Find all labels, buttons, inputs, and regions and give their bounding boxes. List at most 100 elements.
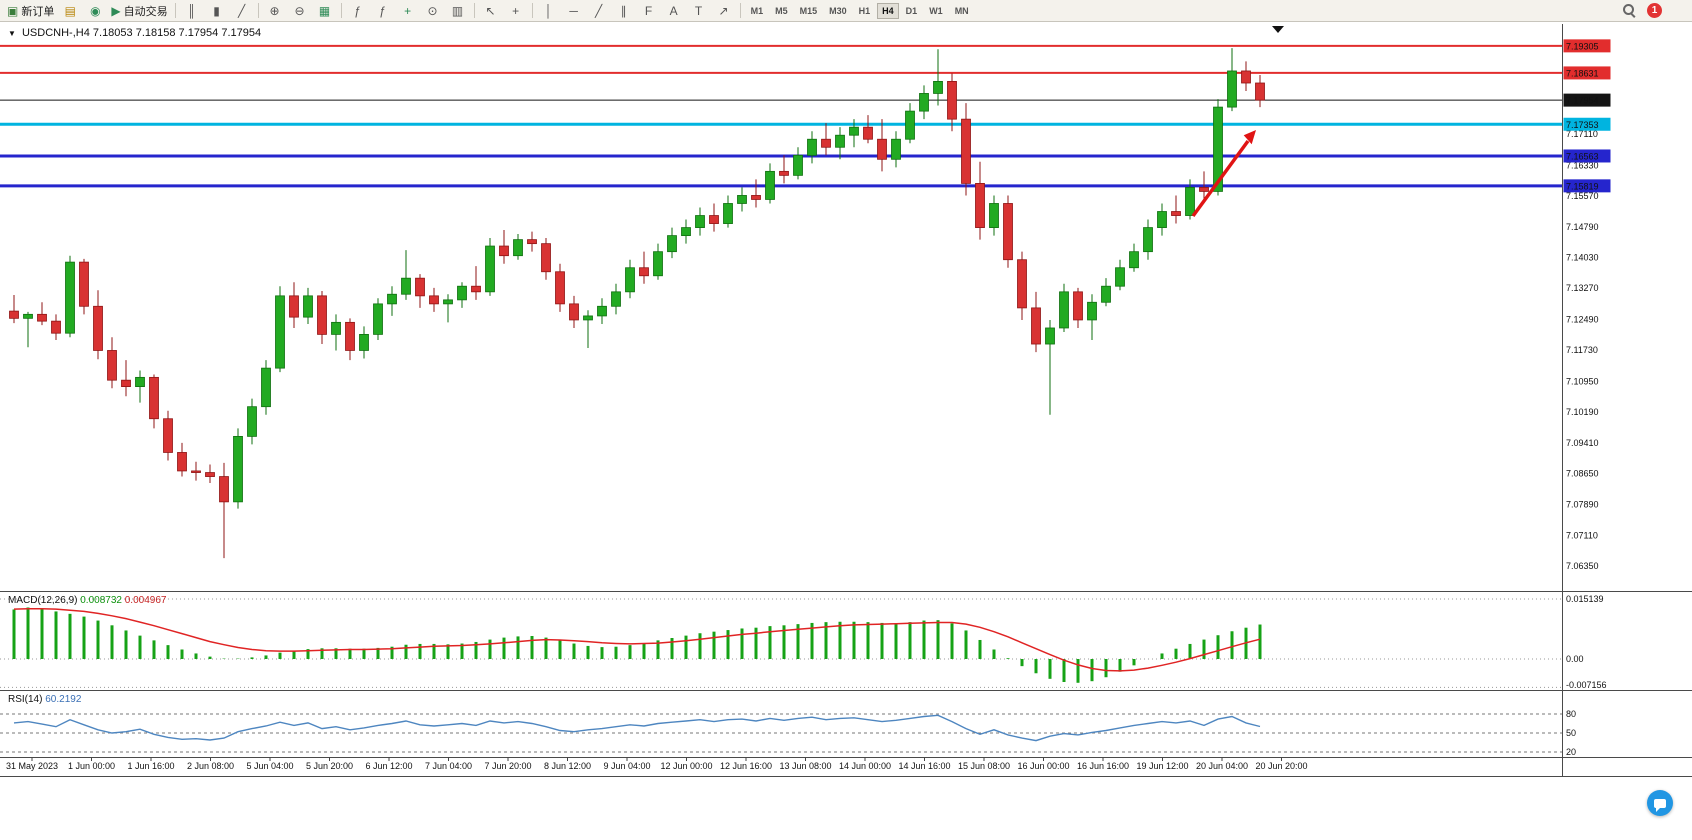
price-scale-label: 7.14030: [1566, 253, 1599, 263]
trend-arrow-annotation[interactable]: [1191, 130, 1256, 218]
add-object-icon: +: [404, 3, 412, 18]
price-tag-label: 7.17954: [1566, 96, 1599, 106]
add-object-button[interactable]: +: [396, 2, 420, 20]
price-scale-label: 7.12490: [1566, 315, 1599, 325]
channel-button[interactable]: ∥: [612, 2, 636, 20]
candle-body: [191, 470, 201, 473]
time-label: 7 Jun 20:00: [484, 761, 531, 771]
candle-body: [807, 138, 817, 156]
zoom-out-button[interactable]: ⊖: [288, 2, 312, 20]
macd-main-value: 0.008732: [80, 595, 122, 606]
rsi-scale-label: 80: [1566, 709, 1576, 719]
horizontal-line-button[interactable]: ─: [562, 2, 586, 20]
candlestick-chart-button[interactable]: ▮: [205, 2, 229, 20]
candle-body: [681, 227, 691, 237]
price-tag-label: 7.17353: [1566, 120, 1599, 130]
timeframe-d1[interactable]: D1: [905, 5, 918, 16]
data-window-button[interactable]: ◉: [83, 2, 107, 20]
bar-chart-button[interactable]: ║: [180, 2, 204, 20]
timeframe-m5[interactable]: M5: [775, 5, 788, 16]
crosshair-icon: +: [512, 3, 520, 18]
line-chart-icon: ╱: [237, 3, 246, 18]
timeframe-mn[interactable]: MN: [954, 5, 969, 16]
candle-body: [667, 235, 677, 253]
time-label: 13 Jun 08:00: [779, 761, 831, 771]
periods-icon: ⊙: [427, 3, 438, 18]
candle-body: [821, 138, 831, 148]
market-watch-button[interactable]: ▤: [58, 2, 82, 20]
zoom-in-button[interactable]: ⊕: [263, 2, 287, 20]
chat-widget-button[interactable]: [1647, 790, 1673, 816]
search-icon[interactable]: [1622, 3, 1637, 18]
candle-body: [1157, 211, 1167, 228]
time-label: 12 Jun 16:00: [720, 761, 772, 771]
notification-badge[interactable]: 1: [1647, 3, 1662, 18]
timeframe-m1[interactable]: M1: [750, 5, 764, 16]
timeframe-m30[interactable]: M30: [829, 5, 847, 16]
time-label: 31 May 2023: [6, 761, 58, 771]
indicators-list-button[interactable]: ƒ: [371, 2, 395, 20]
candle-body: [415, 277, 425, 297]
time-label: 6 Jun 12:00: [365, 761, 412, 771]
periods-button[interactable]: ⊙: [421, 2, 445, 20]
candle-body: [219, 476, 229, 503]
tile-windows-button[interactable]: ▦: [313, 2, 337, 20]
time-label: 2 Jun 08:00: [187, 761, 234, 771]
timeframe-w1[interactable]: W1: [929, 5, 943, 16]
templates-icon: ▥: [451, 3, 464, 18]
candle-body: [989, 203, 999, 228]
candle-body: [177, 452, 187, 472]
candle-body: [933, 81, 943, 94]
candle-body: [1003, 203, 1013, 261]
chart-ohlc-header: ▼ USDCNH-,H4 7.18053 7.18158 7.17954 7.1…: [8, 27, 261, 39]
vertical-line-icon: │: [544, 3, 553, 18]
time-label: 16 Jun 16:00: [1077, 761, 1129, 771]
crosshair-button[interactable]: +: [504, 2, 528, 20]
candle-body: [275, 295, 285, 369]
candle-body: [835, 134, 845, 148]
market-watch-icon: ▤: [64, 3, 77, 18]
horizontal-line-icon: ─: [569, 3, 578, 18]
candle-body: [303, 295, 313, 318]
price-tag-label: 7.19305: [1566, 41, 1599, 51]
vertical-line-button[interactable]: │: [537, 2, 561, 20]
auto-trading-button[interactable]: ▶ 自动交易: [108, 2, 170, 20]
timeframe-h4[interactable]: H4: [877, 2, 899, 19]
time-label: 7 Jun 04:00: [425, 761, 472, 771]
fibonacci-button[interactable]: F: [637, 2, 661, 20]
trendline-button[interactable]: ╱: [587, 2, 611, 20]
candle-body: [653, 251, 663, 277]
templates-button[interactable]: ▥: [446, 2, 470, 20]
arrows-button[interactable]: ↗: [712, 2, 736, 20]
line-chart-button[interactable]: ╱: [230, 2, 254, 20]
candle-body: [793, 154, 803, 176]
symbol-dropdown-icon[interactable]: ▼: [8, 29, 16, 38]
new-order-button-label: 新订单: [21, 5, 55, 18]
timeframe-m15[interactable]: M15: [799, 5, 818, 16]
price-tag: [1563, 117, 1611, 131]
candle-body: [1227, 70, 1237, 108]
cursor-button[interactable]: ↖: [479, 2, 503, 20]
timeframe-h1[interactable]: H1: [858, 5, 871, 16]
candle-body: [877, 138, 887, 160]
new-order-button[interactable]: ▣ 新订单: [4, 2, 57, 20]
text-button[interactable]: A: [662, 2, 686, 20]
candle-body: [849, 126, 859, 136]
candle-body: [1199, 187, 1209, 192]
candle-body: [289, 295, 299, 318]
candle-body: [1171, 211, 1181, 216]
candle-body: [1059, 291, 1069, 329]
candle-body: [261, 367, 271, 408]
candle-body: [457, 285, 467, 301]
indicators-button[interactable]: ƒ: [346, 2, 370, 20]
label-button[interactable]: T: [687, 2, 711, 20]
candle-body: [485, 245, 495, 293]
arrow-head: [1243, 130, 1256, 145]
price-scale-label: 7.15570: [1566, 191, 1599, 201]
chart-shift-marker[interactable]: [1272, 26, 1284, 33]
toolbar: ▣ 新订单 ▤ ◉ ▶ 自动交易 ║ ▮ ╱ ⊕ ⊖ ▦ ƒ ƒ + ⊙ ▥ ↖ + │ ─ ╱ ∥ F A T ↗ M1 M5 M15…: [0, 0, 1692, 22]
macd-panel: 0.015139 0.00 -0.007156: [0, 594, 1607, 690]
price-scale-label: 7.14790: [1566, 222, 1599, 232]
candle-body: [1213, 106, 1223, 192]
